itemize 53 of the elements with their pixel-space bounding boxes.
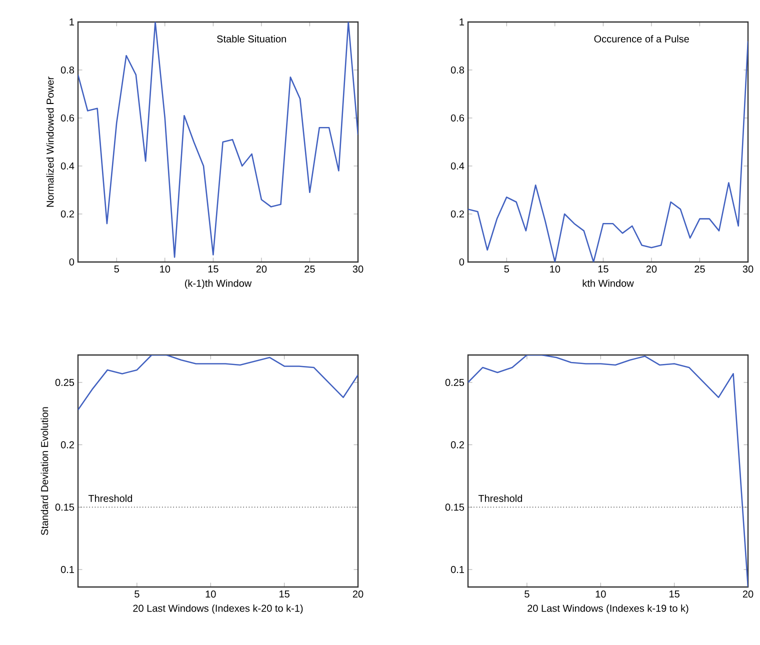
x-tick-label: 30 <box>742 266 754 273</box>
x-tick-label: 10 <box>206 590 216 598</box>
x-tick-label: 15 <box>598 266 608 273</box>
y-tick-label: 0.1 <box>60 566 74 574</box>
annotation: Occurence of a Pulse <box>594 35 689 42</box>
line-series <box>78 22 358 258</box>
x-tick-label: 15 <box>280 590 290 598</box>
line-series <box>468 40 748 262</box>
x-tick-label: 20 <box>646 266 657 273</box>
ref-line-label: Threshold <box>478 494 522 502</box>
y-tick-label: 0.2 <box>450 441 464 448</box>
x-axis-title: (k-1)th Window <box>185 279 252 289</box>
y-tick-label: 0.25 <box>445 378 464 386</box>
annotation: Stable Situation <box>217 35 286 42</box>
x-tick-label: 10 <box>596 590 606 598</box>
x-tick-label: 10 <box>550 266 560 273</box>
y-axis-title: Normalized Windowed Power <box>46 76 54 207</box>
y-tick-label: 0.2 <box>60 441 74 448</box>
ref-line-label: Threshold <box>88 494 132 502</box>
x-tick-label: 5 <box>114 266 119 273</box>
x-tick-label: 15 <box>670 590 680 598</box>
x-tick-label: 30 <box>352 266 364 273</box>
x-tick-label: 5 <box>504 266 509 273</box>
y-tick-label: 1 <box>70 18 74 26</box>
x-tick-label: 5 <box>524 590 530 598</box>
x-axis-title: 20 Last Windows (Indexes k-20 to k-1) <box>133 604 303 614</box>
y-tick-label: 0.2 <box>450 210 464 218</box>
y-tick-label: 0.8 <box>450 66 464 74</box>
y-tick-label: 0.6 <box>450 114 464 122</box>
y-tick-label: 0.8 <box>60 66 74 74</box>
y-tick-label: 0 <box>69 258 74 266</box>
y-tick-label: 0.15 <box>55 504 74 511</box>
x-tick-label: 20 <box>352 590 364 598</box>
y-tick-label: 0.4 <box>60 162 74 170</box>
y-tick-label: 1 <box>460 18 464 26</box>
x-axis-title: 20 Last Windows (Indexes k-19 to k) <box>528 604 688 614</box>
line-series <box>468 355 748 587</box>
y-tick-label: 0 <box>459 258 464 266</box>
y-axis-title: Standard Deviation Evolution <box>40 407 48 536</box>
y-tick-label: 0.25 <box>55 378 74 386</box>
y-tick-label: 0.2 <box>60 210 74 218</box>
x-tick-label: 25 <box>694 266 705 273</box>
y-tick-label: 0.15 <box>445 504 464 511</box>
x-tick-label: 10 <box>160 266 170 273</box>
y-tick-label: 0.4 <box>450 162 464 170</box>
x-tick-label: 20 <box>742 590 754 598</box>
x-tick-label: 25 <box>304 266 315 273</box>
y-tick-label: 0.1 <box>450 566 464 574</box>
x-tick-label: 20 <box>256 266 267 273</box>
x-tick-label: 5 <box>134 590 140 598</box>
y-tick-label: 0.6 <box>60 114 74 122</box>
x-tick-label: 15 <box>208 266 218 273</box>
x-axis-title: kth Window <box>582 279 634 287</box>
